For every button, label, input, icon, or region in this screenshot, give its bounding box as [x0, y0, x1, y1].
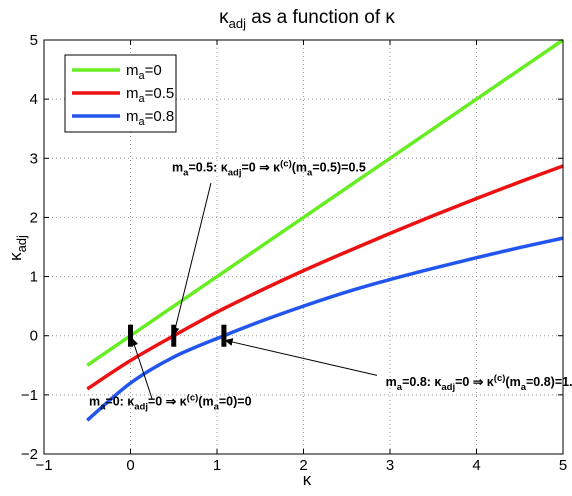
x-tick-label: 4 — [472, 457, 480, 474]
y-tick-label: 1 — [30, 269, 38, 286]
legend-item-0: ma=0 — [72, 62, 162, 82]
y-tick-label: 5 — [30, 32, 38, 49]
x-tick-label: −1 — [35, 457, 52, 474]
x-axis-label: κ — [303, 470, 312, 489]
annotation-2: ma=0: κadj=0 ⇒ κ(c)(ma=0)=0 — [89, 337, 252, 413]
x-tick-label: 0 — [126, 457, 134, 474]
annotation-text: ma=0: κadj=0 ⇒ κ(c)(ma=0)=0 — [89, 393, 252, 413]
annotations: ma=0.5: κadj=0 ⇒ κ(c)(ma=0.5)=0.5 ma=0.8:… — [89, 158, 572, 412]
y-tick-label: 3 — [30, 150, 38, 167]
y-tick-label: −1 — [21, 387, 38, 404]
series-line-2 — [86, 236, 564, 422]
y-tick-label: 0 — [30, 328, 38, 345]
series-lines — [86, 38, 564, 422]
crossing-marker-0 — [128, 324, 133, 347]
legend-label: ma=0.8 — [126, 108, 174, 128]
annotation-arrow — [130, 337, 153, 400]
annotation-text: ma=0.5: κadj=0 ⇒ κ(c)(ma=0.5)=0.5 — [172, 158, 366, 178]
x-tick-label: 3 — [386, 457, 394, 474]
legend: ma=0 ma=0.5 ma=0.8 — [64, 54, 177, 133]
crossing-marker-2 — [221, 324, 227, 347]
legend-item-1: ma=0.5 — [72, 85, 174, 105]
y-axis-label: κadj — [6, 235, 29, 261]
legend-label: ma=0 — [126, 62, 162, 82]
x-tick-label: 1 — [213, 457, 221, 474]
annotation-text: ma=0.8: κadj=0 ⇒ κ(c)(ma=0.8)=1.08 — [386, 373, 572, 393]
y-tick-label: 2 — [30, 209, 38, 226]
series-line-0 — [86, 38, 564, 367]
plot-frame — [43, 39, 564, 455]
legend-item-2: ma=0.8 — [72, 108, 174, 128]
x-tick-label: 2 — [299, 457, 307, 474]
annotation-arrow — [171, 183, 212, 336]
legend-label: ma=0.5 — [126, 85, 174, 105]
crossing-marker-1 — [171, 324, 177, 347]
y-tick-label: 4 — [30, 91, 38, 108]
series-line-1 — [86, 164, 564, 391]
x-tick-label: 5 — [559, 457, 567, 474]
zero-crossing-markers — [128, 324, 227, 347]
chart-title: κadj as a function of κ — [219, 7, 395, 31]
annotation-0: ma=0.5: κadj=0 ⇒ κ(c)(ma=0.5)=0.5 — [171, 158, 366, 336]
y-tick-label: −2 — [21, 446, 38, 463]
annotation-arrow — [224, 338, 378, 376]
annotation-1: ma=0.8: κadj=0 ⇒ κ(c)(ma=0.8)=1.08 — [224, 338, 572, 393]
